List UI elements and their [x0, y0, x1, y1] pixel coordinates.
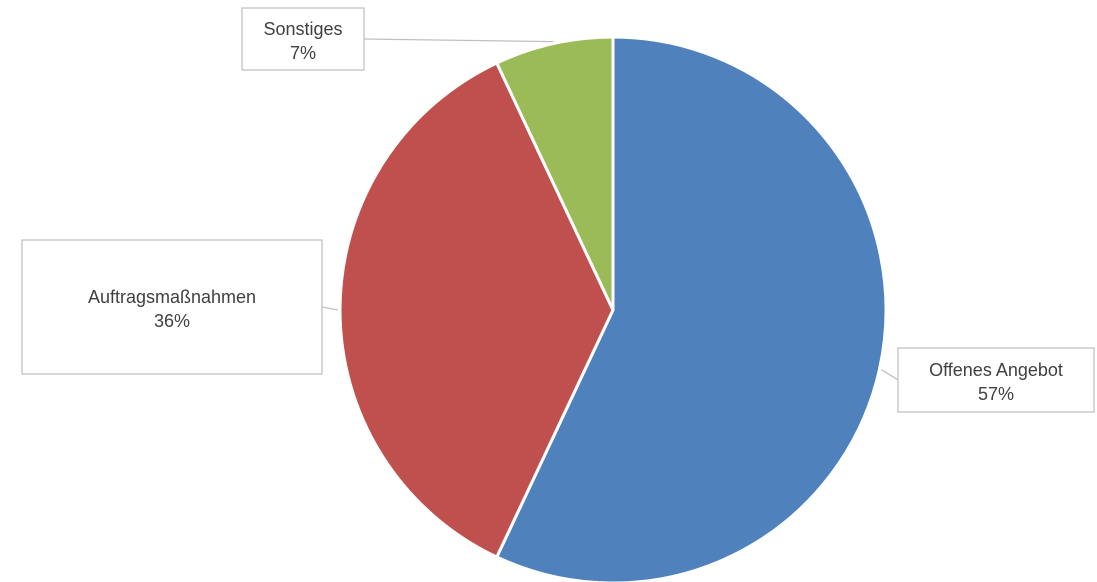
- slice-callouts: Offenes Angebot 57% Auftragsmaßnahmen 36% So…: [21, 7, 1095, 413]
- slice-percentage: 57%: [978, 384, 1014, 404]
- callout-leader-line: [363, 38, 554, 43]
- callout-box: [241, 7, 365, 71]
- callout-leader-line: [321, 306, 339, 311]
- slice-label: Auftragsmaßnahmen: [88, 287, 256, 307]
- slice-percentage: 36%: [154, 311, 190, 331]
- slice-label: Sonstiges: [263, 19, 342, 39]
- slice-percentage: 7%: [290, 43, 316, 63]
- pie-slices: [338, 35, 888, 582]
- callout-sonstiges: Sonstiges 7%: [241, 7, 554, 71]
- pie-slice-sonstiges: [495, 35, 615, 312]
- pie-slice-auftragsmaßnahmen: [338, 61, 615, 559]
- callout-leader-line: [881, 369, 899, 381]
- callout-box: [897, 347, 1095, 413]
- callout-offenes-angebot: Offenes Angebot 57%: [881, 347, 1095, 413]
- callout-box: [21, 239, 323, 375]
- slice-label: Offenes Angebot: [929, 360, 1063, 380]
- callout-auftragsmaßnahmen: Auftragsmaßnahmen 36%: [21, 239, 339, 375]
